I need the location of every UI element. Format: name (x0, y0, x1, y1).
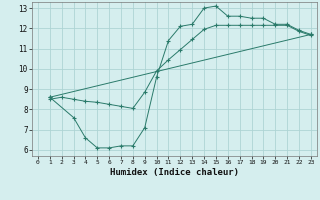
X-axis label: Humidex (Indice chaleur): Humidex (Indice chaleur) (110, 168, 239, 177)
